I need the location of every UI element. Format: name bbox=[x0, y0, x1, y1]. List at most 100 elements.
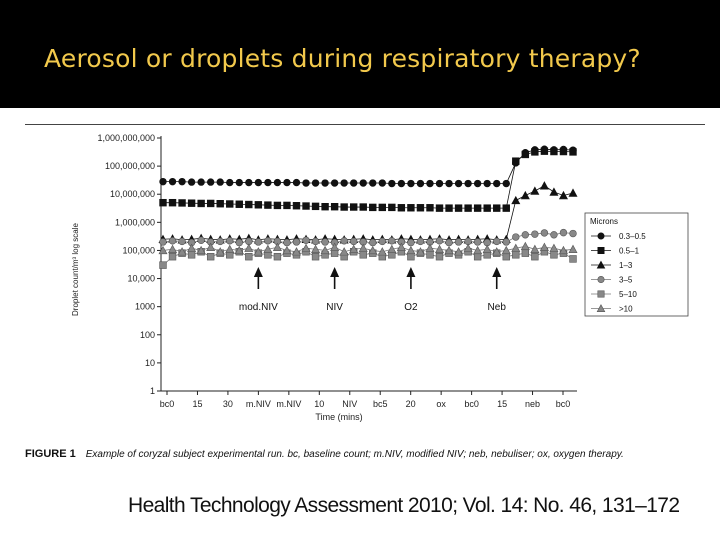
series-line bbox=[162, 185, 574, 241]
data-point bbox=[464, 204, 472, 212]
data-point bbox=[435, 237, 444, 245]
data-point bbox=[311, 202, 320, 211]
x-tick-label: NIV bbox=[342, 399, 357, 409]
data-point bbox=[311, 237, 320, 246]
data-point bbox=[511, 195, 521, 205]
data-point bbox=[263, 244, 273, 253]
data-point bbox=[369, 179, 377, 187]
data-point bbox=[302, 202, 310, 210]
chart-frame: 1 10 100 1000 10,000 100,000 1,000,000 10,000,0… bbox=[25, 124, 705, 425]
data-point bbox=[473, 238, 482, 246]
data-point bbox=[415, 247, 425, 256]
legend-entry: >10 bbox=[591, 304, 633, 314]
data-point bbox=[549, 243, 559, 252]
data-point bbox=[226, 237, 234, 245]
data-point bbox=[502, 252, 510, 261]
x-tick-label: 30 bbox=[223, 399, 233, 409]
y-tick-label: 10 bbox=[145, 358, 155, 368]
y-tick-label: 1 bbox=[150, 386, 155, 396]
data-point bbox=[435, 204, 444, 212]
data-point bbox=[454, 247, 464, 256]
data-point bbox=[445, 204, 453, 212]
data-point bbox=[473, 179, 482, 188]
data-point bbox=[311, 244, 321, 253]
data-point bbox=[550, 231, 558, 239]
annotation-arrow: mod.NIV bbox=[239, 267, 278, 313]
legend-entry: 3–5 bbox=[591, 276, 633, 285]
data-point bbox=[426, 179, 434, 188]
data-point bbox=[340, 179, 348, 187]
y-tick-label: 10,000 bbox=[127, 274, 155, 284]
data-point bbox=[301, 243, 311, 252]
series-line bbox=[162, 232, 574, 244]
data-point bbox=[378, 203, 387, 212]
x-tick-label: ox bbox=[436, 399, 446, 409]
data-point bbox=[206, 252, 215, 261]
x-tick-label: m.NIV bbox=[246, 399, 271, 409]
data-point bbox=[187, 251, 196, 259]
arrow-head bbox=[406, 267, 416, 277]
chart-series bbox=[158, 145, 578, 269]
data-point bbox=[558, 245, 568, 255]
data-point bbox=[216, 237, 224, 246]
data-point bbox=[454, 204, 463, 212]
y-tick-label: 100,000,000 bbox=[105, 161, 155, 171]
figure-label: FIGURE 1 bbox=[25, 448, 76, 460]
data-point bbox=[397, 179, 406, 188]
data-point bbox=[512, 233, 520, 241]
data-point bbox=[531, 252, 539, 261]
data-point bbox=[406, 245, 416, 255]
data-point bbox=[407, 238, 415, 247]
data-point bbox=[253, 247, 263, 256]
x-tick-label: bc0 bbox=[160, 399, 175, 409]
data-point bbox=[359, 251, 367, 259]
data-point bbox=[330, 202, 339, 211]
data-point bbox=[158, 245, 168, 255]
data-point bbox=[483, 179, 491, 188]
annotation-label: Neb bbox=[488, 302, 507, 313]
data-point bbox=[369, 238, 377, 247]
data-point bbox=[283, 178, 291, 187]
data-point bbox=[245, 252, 253, 261]
data-point bbox=[416, 237, 425, 246]
figure-caption-text: Example of coryzal subject experimental … bbox=[85, 449, 624, 460]
data-point bbox=[416, 179, 425, 188]
legend-marker bbox=[597, 276, 605, 284]
data-point bbox=[349, 237, 358, 246]
data-point bbox=[264, 237, 272, 245]
data-point bbox=[377, 247, 387, 256]
data-point bbox=[540, 147, 549, 155]
data-point bbox=[196, 245, 206, 255]
x-tick-label: 20 bbox=[406, 399, 416, 409]
series-group bbox=[158, 241, 578, 256]
legend-label: 0.3–0.5 bbox=[619, 232, 646, 241]
data-point bbox=[245, 200, 253, 209]
data-point bbox=[464, 179, 472, 188]
data-point bbox=[407, 252, 415, 261]
data-point bbox=[349, 179, 358, 187]
data-point bbox=[454, 179, 463, 188]
data-point bbox=[407, 179, 415, 188]
data-point bbox=[254, 178, 263, 187]
data-point bbox=[292, 238, 301, 246]
data-point bbox=[273, 178, 282, 187]
data-point bbox=[159, 198, 167, 207]
data-point bbox=[187, 178, 196, 186]
data-point bbox=[273, 252, 282, 261]
data-point bbox=[197, 236, 205, 244]
data-point bbox=[340, 203, 348, 211]
x-tick-label: bc5 bbox=[373, 399, 388, 409]
data-point bbox=[559, 147, 568, 156]
annotation-label: mod.NIV bbox=[239, 302, 278, 313]
data-point bbox=[493, 204, 501, 212]
data-point bbox=[521, 150, 530, 159]
data-point bbox=[215, 247, 225, 256]
data-point bbox=[159, 238, 167, 246]
data-point bbox=[349, 244, 359, 253]
data-point bbox=[321, 179, 329, 187]
data-point bbox=[283, 238, 291, 247]
data-point bbox=[416, 204, 425, 212]
data-point bbox=[520, 241, 530, 251]
series-line bbox=[163, 148, 574, 184]
